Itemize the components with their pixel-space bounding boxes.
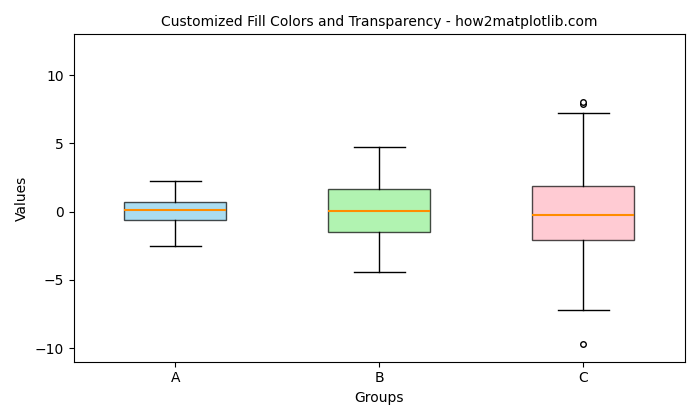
Title: Customized Fill Colors and Transparency - how2matplotlib.com: Customized Fill Colors and Transparency … (161, 15, 598, 29)
Y-axis label: Values: Values (15, 176, 29, 221)
X-axis label: Groups: Groups (354, 391, 404, 405)
PathPatch shape (328, 189, 430, 232)
PathPatch shape (532, 186, 634, 240)
PathPatch shape (125, 202, 226, 220)
